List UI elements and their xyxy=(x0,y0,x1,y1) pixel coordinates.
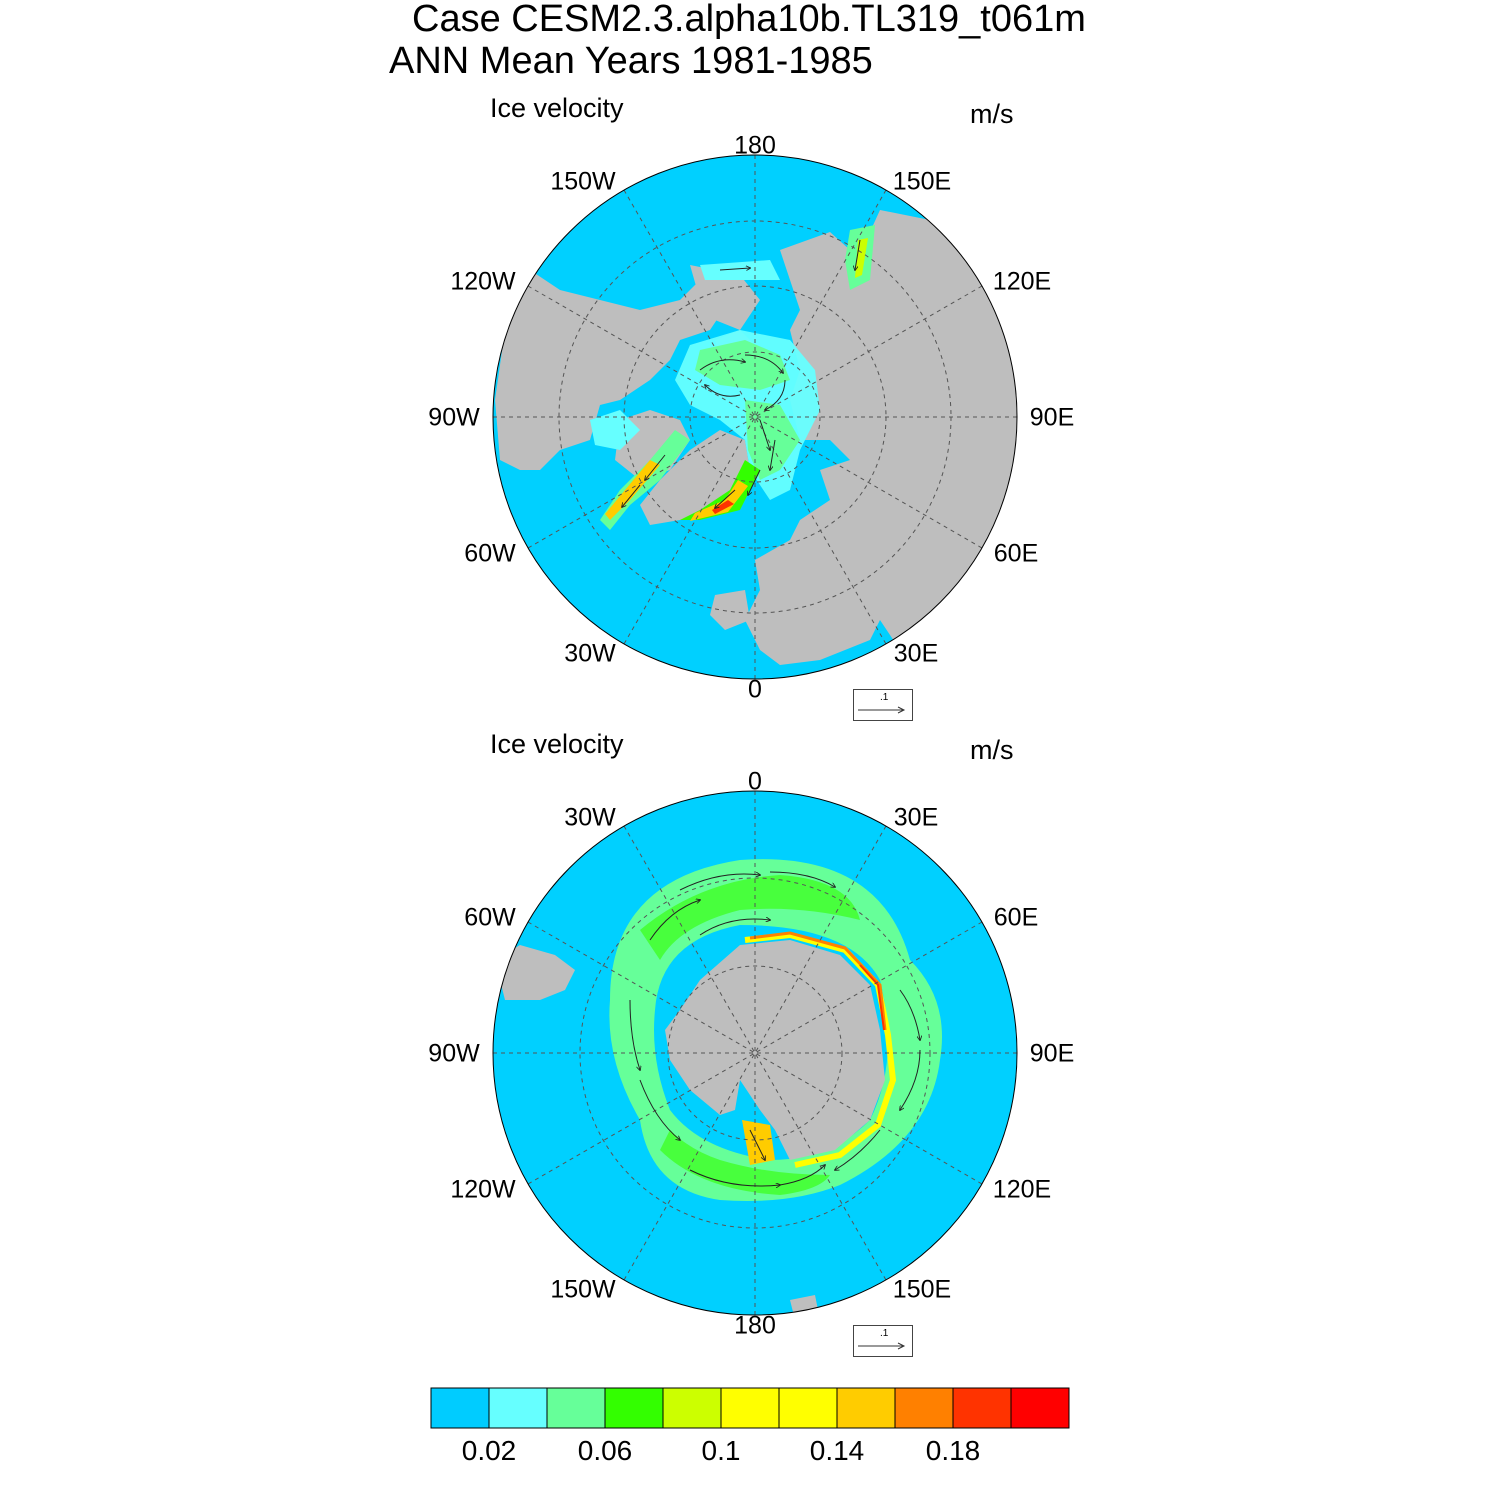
north-lon-60e: 60E xyxy=(993,539,1039,568)
main-title: Case CESM2.3.alpha10b.TL319_t061m xyxy=(412,0,1086,40)
colorbar-swatch xyxy=(662,1387,722,1429)
colorbar-tick-label: 0.1 xyxy=(701,1435,741,1466)
north-lon-60w: 60W xyxy=(464,539,516,568)
south-lon-120w: 120W xyxy=(450,1175,516,1204)
north-ice-transpolar xyxy=(745,400,800,480)
north-lon-120w: 120W xyxy=(450,267,516,296)
north-lon-90e: 90E xyxy=(1029,403,1075,432)
south-ice-coast-faster xyxy=(749,931,887,1031)
colorbar-swatch xyxy=(488,1387,548,1429)
colorbar-swatch xyxy=(952,1387,1012,1429)
colorbar-swatch xyxy=(1010,1387,1070,1429)
colorbar-swatch xyxy=(546,1387,606,1429)
south-lon-150e: 150E xyxy=(892,1275,952,1304)
north-ice-beaufort xyxy=(695,340,790,390)
colorbar-tick-label: 0.18 xyxy=(925,1435,981,1466)
north-land-alaska xyxy=(690,265,760,330)
south-panel-title: Ice velocity xyxy=(490,729,624,759)
north-lon-90w: 90W xyxy=(428,403,480,432)
colorbar-swatch xyxy=(836,1387,896,1429)
north-ice-hudson xyxy=(590,410,640,450)
north-reference-vector: .1 xyxy=(853,689,913,721)
north-graticule xyxy=(493,155,1017,679)
south-ice-coast-fast xyxy=(744,931,897,1168)
south-lon-30w: 30W xyxy=(564,803,616,832)
south-lon-0: 0 xyxy=(748,767,762,796)
north-lon-120e: 120E xyxy=(992,267,1052,296)
south-ice-ross xyxy=(660,1130,830,1195)
colorbar-swatch xyxy=(894,1387,954,1429)
colorbar-tick-label: 0.14 xyxy=(809,1435,865,1466)
colorbar-swatch xyxy=(778,1387,838,1429)
colorbar-swatch xyxy=(604,1387,664,1429)
south-vectors xyxy=(629,871,920,1186)
north-panel-units: m/s xyxy=(970,99,1014,129)
south-lon-180: 180 xyxy=(734,1311,776,1340)
colorbar-tick-label: 0.02 xyxy=(461,1435,517,1466)
north-reference-value: .1 xyxy=(880,692,889,703)
north-land-iceland xyxy=(710,590,750,630)
north-ice-fram xyxy=(680,460,760,520)
north-panel-title: Ice velocity xyxy=(490,93,624,123)
south-land-antarctica xyxy=(665,940,885,1160)
south-lon-90w: 90W xyxy=(428,1039,480,1068)
colorbar-swatch xyxy=(720,1387,780,1429)
south-reference-vector: .1 xyxy=(853,1325,913,1357)
south-lon-90e: 90E xyxy=(1029,1039,1075,1068)
south-panel-units: m/s xyxy=(970,735,1014,765)
south-lon-60e: 60E xyxy=(993,903,1039,932)
north-ice-baffin-fast xyxy=(605,460,660,520)
north-lon-30w: 30W xyxy=(564,639,616,668)
period-title: ANN Mean Years 1981-1985 xyxy=(389,40,873,82)
north-ice-fram-red xyxy=(712,500,734,514)
south-lon-30e: 30E xyxy=(893,803,939,832)
north-reference-arrow-icon xyxy=(858,706,906,714)
south-lon-120e: 120E xyxy=(992,1175,1052,1204)
north-land-eurasia xyxy=(745,210,1017,665)
north-lon-150w: 150W xyxy=(550,167,616,196)
north-vectors xyxy=(622,239,861,508)
colorbar-swatch xyxy=(430,1387,490,1429)
south-land-south-america xyxy=(495,945,575,1000)
north-ice-bering xyxy=(700,260,780,280)
north-ice-fram-fast xyxy=(690,480,748,521)
north-land-america xyxy=(495,270,730,470)
north-lon-0: 0 xyxy=(748,675,762,704)
north-lon-150e: 150E xyxy=(892,167,952,196)
north-lon-30e: 30E xyxy=(893,639,939,668)
south-ice-coast-fastest xyxy=(859,964,885,1031)
north-lon-180: 180 xyxy=(734,131,776,160)
south-reference-arrow-icon xyxy=(858,1342,906,1350)
south-ice-weddell xyxy=(640,875,860,960)
south-lon-60w: 60W xyxy=(464,903,516,932)
colorbar-tick-label: 0.06 xyxy=(577,1435,633,1466)
colorbar xyxy=(430,1387,1070,1429)
south-lon-150w: 150W xyxy=(550,1275,616,1304)
south-ice-ring xyxy=(609,859,942,1201)
south-reference-value: .1 xyxy=(880,1328,889,1339)
